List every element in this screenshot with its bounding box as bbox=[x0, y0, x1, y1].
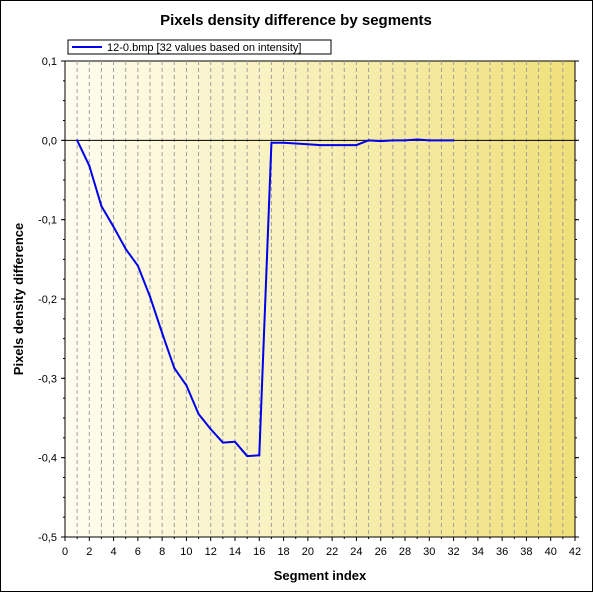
data-point bbox=[136, 264, 139, 267]
data-point bbox=[209, 428, 212, 431]
data-point bbox=[282, 141, 285, 144]
data-point bbox=[355, 144, 358, 147]
x-tick-label: 6 bbox=[135, 546, 141, 558]
data-point bbox=[221, 441, 224, 444]
data-point bbox=[258, 454, 261, 457]
x-tick-label: 36 bbox=[496, 546, 508, 558]
data-point bbox=[428, 139, 431, 142]
x-tick-label: 4 bbox=[111, 546, 117, 558]
x-tick-label: 14 bbox=[229, 546, 241, 558]
x-tick-label: 18 bbox=[277, 546, 289, 558]
data-point bbox=[416, 138, 419, 141]
x-tick-label: 8 bbox=[159, 546, 165, 558]
data-point bbox=[246, 455, 249, 458]
legend-box bbox=[67, 39, 332, 55]
y-tick-labels: -0,5 -0,4 -0,3 -0,2 -0,1 0,0 0,1 bbox=[38, 56, 57, 544]
x-tick-labels: 0 2 4 6 8 10 12 14 16 18 20 22 24 26 28 30 32 34 36 38 40 42 bbox=[62, 546, 581, 558]
data-point bbox=[100, 205, 103, 208]
y-tick-label: 0,0 bbox=[42, 135, 57, 147]
data-point bbox=[234, 440, 236, 443]
data-point bbox=[161, 332, 164, 335]
data-point bbox=[452, 139, 455, 142]
legend: 12-0.bmp [32 values based on intensity] bbox=[67, 39, 332, 55]
data-point bbox=[343, 144, 346, 147]
x-tick-label: 16 bbox=[253, 546, 265, 558]
y-tick-label: -0,4 bbox=[38, 453, 57, 465]
x-tick-label: 32 bbox=[447, 546, 459, 558]
data-point bbox=[173, 367, 176, 370]
x-axis-label: Segment index bbox=[274, 568, 367, 583]
y-tick-label: -0,2 bbox=[38, 294, 57, 306]
data-point bbox=[124, 248, 127, 251]
x-tick-label: 24 bbox=[350, 546, 362, 558]
data-point bbox=[379, 140, 382, 143]
y-tick-label: 0,1 bbox=[42, 56, 57, 68]
tick-marks bbox=[61, 60, 579, 541]
x-tick-label: 26 bbox=[375, 546, 387, 558]
y-tick-label: -0,1 bbox=[38, 215, 57, 227]
y-tick-label: -0,3 bbox=[38, 373, 57, 385]
series-line bbox=[76, 138, 454, 458]
x-tick-label: 42 bbox=[569, 546, 581, 558]
x-tick-label: 34 bbox=[472, 546, 484, 558]
legend-label: 12-0.bmp [32 values based on intensity] bbox=[107, 42, 301, 54]
y-tick-label: -0,5 bbox=[38, 532, 57, 544]
data-point bbox=[440, 139, 443, 142]
data-point bbox=[149, 295, 151, 298]
x-tick-label: 22 bbox=[326, 546, 338, 558]
data-point bbox=[270, 141, 273, 144]
data-point bbox=[367, 139, 370, 142]
x-tick-label: 2 bbox=[86, 546, 92, 558]
x-tick-label: 20 bbox=[302, 546, 314, 558]
data-point bbox=[331, 144, 334, 147]
x-tick-label: 40 bbox=[545, 546, 557, 558]
x-tick-label: 30 bbox=[423, 546, 435, 558]
data-point bbox=[88, 164, 91, 167]
data-point bbox=[294, 142, 297, 145]
x-tick-label: 10 bbox=[180, 546, 192, 558]
x-tick-label: 38 bbox=[520, 546, 532, 558]
x-tick-label: 28 bbox=[399, 546, 411, 558]
series-layer bbox=[76, 138, 455, 458]
data-point bbox=[306, 143, 309, 146]
data-point bbox=[197, 413, 200, 416]
y-axis-label: Pixels density difference bbox=[11, 223, 26, 375]
chart-title: Pixels density difference by segments bbox=[160, 12, 432, 29]
data-point bbox=[112, 225, 115, 228]
data-point bbox=[404, 139, 406, 142]
data-point bbox=[391, 139, 394, 142]
data-point bbox=[76, 139, 79, 142]
data-point bbox=[185, 384, 188, 387]
x-tick-label: 12 bbox=[205, 546, 217, 558]
x-tick-label: 0 bbox=[62, 546, 68, 558]
data-point bbox=[319, 144, 321, 147]
